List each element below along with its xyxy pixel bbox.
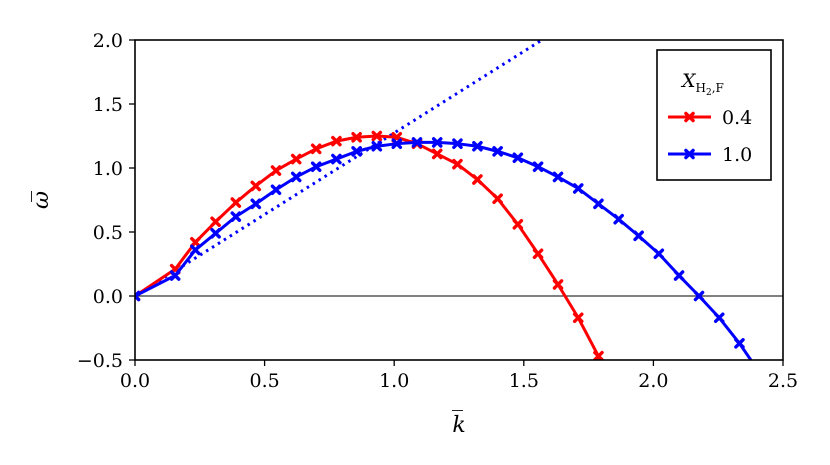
data-point	[371, 140, 383, 152]
data-point	[351, 146, 362, 157]
data-point	[169, 270, 181, 281]
data-point	[593, 198, 604, 210]
data-point	[452, 158, 463, 170]
data-point	[230, 197, 242, 208]
x-tick-label: 2.0	[638, 370, 668, 392]
data-point	[613, 213, 624, 225]
data-point	[391, 138, 403, 149]
data-point	[210, 227, 221, 239]
data-point	[472, 174, 483, 185]
plot-frame	[134, 39, 784, 361]
data-point	[431, 148, 443, 160]
diagonal-dotted-line	[135, 40, 543, 298]
data-point	[331, 135, 342, 147]
data-point	[615, 396, 622, 403]
data-point	[452, 138, 463, 149]
x-tick-label: 2.5	[768, 370, 798, 392]
data-point	[290, 153, 302, 165]
data-point	[532, 248, 544, 260]
data-point	[270, 165, 282, 176]
y-tick-label: 1.5	[93, 94, 123, 116]
data-point	[512, 219, 524, 230]
legend-label-1.0: 1.0	[722, 144, 752, 166]
data-point	[492, 146, 503, 157]
data-point	[572, 312, 584, 324]
x-axis-label: k̅	[452, 410, 466, 438]
y-tick-label: 0.0	[93, 286, 123, 308]
legend-label-0.4: 0.4	[722, 107, 752, 129]
data-point	[431, 137, 443, 148]
data-point	[250, 198, 262, 210]
legend-marker	[684, 111, 695, 123]
data-point	[190, 236, 201, 248]
data-point	[331, 153, 342, 165]
axis-ticks: 0.0 0.5 1.0 1.5 2.0 2.5−0.50.00.51.01.52.0	[77, 30, 798, 392]
data-point	[411, 137, 423, 148]
data-point	[190, 244, 201, 256]
legend: XH2,F 0.4 1.0	[656, 49, 772, 181]
data-point	[492, 193, 503, 205]
data-point	[250, 180, 262, 192]
data-point	[756, 369, 763, 376]
data-point	[653, 248, 665, 260]
data-point	[270, 184, 282, 196]
data-point	[135, 290, 141, 302]
y-axis-label: ω̅	[29, 191, 54, 209]
x-tick-label: 0.0	[120, 370, 150, 392]
data-point	[472, 140, 483, 152]
data-point	[693, 290, 705, 302]
data-point	[310, 143, 322, 155]
data-point	[371, 130, 383, 142]
legend-entries: 0.4 1.0	[668, 107, 752, 166]
legend-box	[656, 49, 772, 181]
data-point	[351, 131, 362, 143]
data-point	[734, 338, 745, 349]
legend-marker	[684, 148, 695, 160]
legend-title: XH2,F	[680, 70, 724, 98]
data-point	[673, 270, 685, 281]
y-tick-label: 0.5	[93, 222, 123, 244]
x-tick-label: 1.0	[379, 370, 409, 392]
y-tick-label: −0.5	[77, 350, 123, 372]
data-point	[713, 312, 725, 324]
data-point	[572, 183, 584, 194]
data-point	[552, 171, 564, 183]
x-tick-label: 0.5	[249, 370, 279, 392]
data-point	[512, 152, 524, 164]
plot-area-content	[135, 40, 783, 403]
data-point	[290, 171, 302, 183]
data-point	[210, 216, 221, 228]
data-point	[230, 211, 242, 222]
data-point	[633, 230, 644, 242]
data-point	[532, 161, 544, 173]
data-point	[593, 350, 604, 360]
data-point	[310, 161, 322, 173]
y-tick-label: 1.0	[93, 158, 123, 180]
data-point	[552, 279, 564, 290]
y-tick-label: 2.0	[93, 30, 123, 52]
x-tick-label: 1.5	[509, 370, 539, 392]
